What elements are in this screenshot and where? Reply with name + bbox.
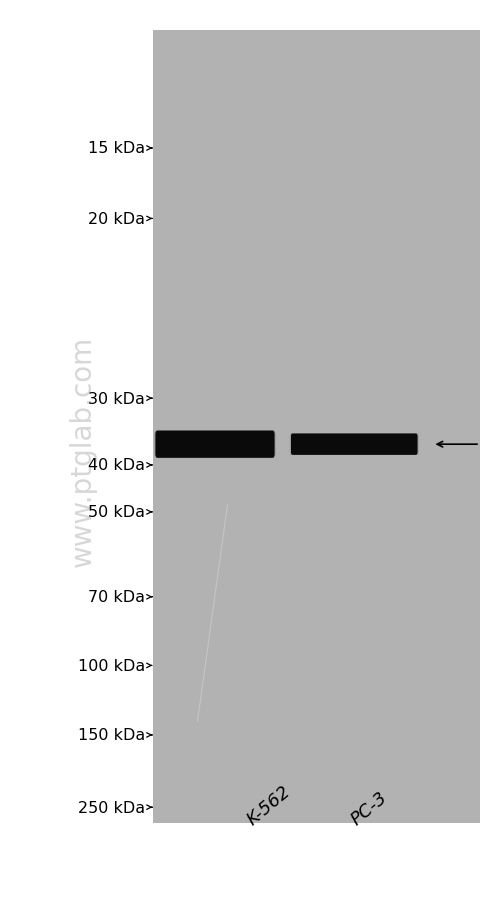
Text: 30 kDa: 30 kDa — [88, 391, 145, 406]
FancyBboxPatch shape — [290, 434, 418, 456]
Text: 40 kDa: 40 kDa — [88, 458, 145, 473]
Text: 100 kDa: 100 kDa — [78, 658, 145, 673]
FancyBboxPatch shape — [156, 431, 274, 458]
FancyBboxPatch shape — [291, 434, 418, 456]
Text: 15 kDa: 15 kDa — [88, 142, 145, 156]
FancyBboxPatch shape — [156, 431, 274, 458]
Text: 50 kDa: 50 kDa — [88, 505, 145, 520]
Text: K-562: K-562 — [244, 781, 294, 828]
FancyBboxPatch shape — [154, 431, 276, 458]
Text: 250 kDa: 250 kDa — [78, 800, 145, 815]
Bar — [152, 31, 480, 823]
FancyBboxPatch shape — [291, 434, 418, 456]
Text: PC-3: PC-3 — [348, 787, 391, 828]
Text: www.ptglab.com: www.ptglab.com — [68, 336, 96, 566]
Text: 70 kDa: 70 kDa — [88, 590, 145, 604]
Text: 150 kDa: 150 kDa — [78, 728, 145, 742]
Text: 20 kDa: 20 kDa — [88, 212, 145, 226]
